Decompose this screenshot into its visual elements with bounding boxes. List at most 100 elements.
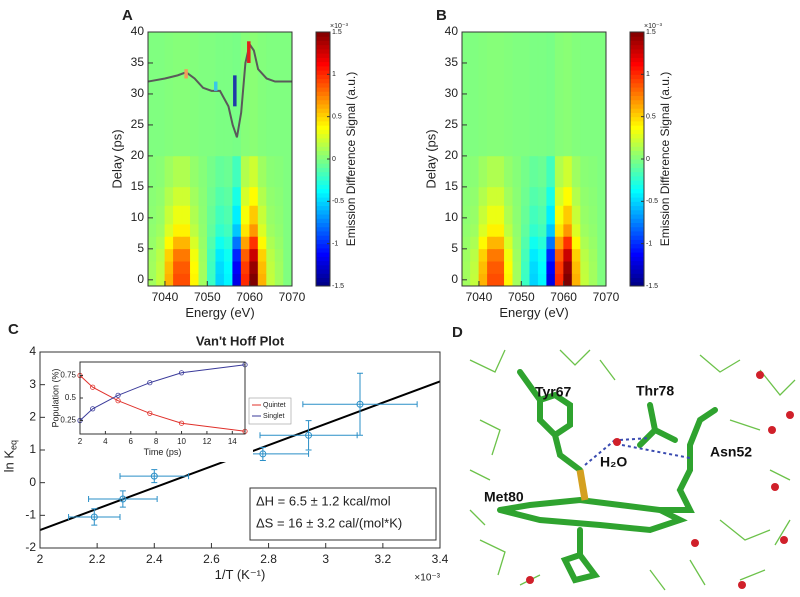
- x-error-bar: [119, 473, 190, 480]
- colorbar-step: [316, 252, 330, 257]
- colorbar-step: [316, 53, 330, 58]
- heatmap-cell: [206, 248, 217, 262]
- heatmap-cell: [478, 248, 488, 262]
- data-point: [356, 400, 364, 408]
- heatmap-cell: [580, 205, 590, 225]
- y-tick-label: 10: [445, 210, 459, 224]
- heatmap-cell: [198, 186, 208, 206]
- heatmap-cell: [190, 155, 200, 188]
- heatmap-cell: [554, 31, 564, 157]
- heatmap-cell: [274, 155, 284, 188]
- colorbar-step: [630, 184, 644, 190]
- colorbar-step: [316, 205, 330, 211]
- heatmap-cell: [580, 236, 590, 250]
- heatmap-cell: [461, 205, 471, 225]
- heatmap-cell: [512, 205, 522, 225]
- heatmap-cell: [232, 186, 242, 206]
- heatmap-cell: [257, 205, 267, 225]
- x-tick-label: 2.6: [203, 552, 220, 566]
- colorbar-step: [630, 53, 644, 58]
- heatmap-cell: [554, 205, 564, 225]
- x-axis-label: Time (ps): [144, 447, 182, 457]
- colorbar-tick-label: 1.5: [332, 29, 342, 36]
- x-error-bar: [68, 513, 121, 520]
- heatmap-cell: [580, 260, 590, 274]
- colorbar-step: [630, 222, 644, 228]
- x-tick-label: 8: [154, 437, 159, 446]
- data-point: [259, 450, 267, 458]
- residue-label: Asn52: [710, 444, 752, 460]
- series-point: [115, 398, 121, 404]
- heatmap-cell: [274, 205, 284, 225]
- colorbar-step: [630, 44, 644, 50]
- heatmap-cell: [597, 248, 607, 262]
- colorbar-step: [630, 167, 644, 173]
- colorbar-step: [630, 116, 644, 122]
- heatmap-cell: [588, 260, 598, 274]
- colorbar-step: [630, 175, 644, 181]
- heatmap-cell: [147, 248, 157, 262]
- colorbar-step: [316, 32, 330, 37]
- heatmap-cell: [173, 31, 183, 157]
- y-tick-label: 5: [451, 241, 458, 255]
- x-tick-label: 3.2: [375, 552, 392, 566]
- colorbar-step: [630, 133, 644, 139]
- heatmap-cell: [190, 248, 200, 262]
- heatmap-cell: [546, 186, 556, 206]
- heatmap-cell: [190, 273, 200, 287]
- heatmap-cell: [478, 260, 488, 274]
- heatmap-cell: [580, 273, 590, 287]
- heatmap-cell: [147, 236, 157, 250]
- heatmap-cell: [495, 186, 505, 206]
- heatmap-cell: [198, 236, 208, 250]
- heatmap-cell: [232, 155, 242, 188]
- colorbar-step: [316, 40, 330, 46]
- colorbar-step: [630, 112, 644, 118]
- x-tick-label: 2.8: [260, 552, 277, 566]
- heatmap-cell: [156, 236, 166, 250]
- colorbar-step: [316, 103, 330, 109]
- heatmap-cell: [156, 273, 166, 287]
- x-axis-label: 1/T (K⁻¹): [215, 567, 266, 582]
- heatmap-cell: [215, 186, 225, 206]
- data-point: [119, 495, 127, 503]
- heatmap-cell: [537, 236, 548, 250]
- heatmap-cell: [164, 260, 174, 274]
- colorbar-step: [630, 87, 644, 92]
- legend-label: Singlet: [263, 413, 284, 420]
- heatmap-cell: [597, 273, 607, 287]
- heatmap-cell: [520, 223, 531, 237]
- heatmap-cell: [181, 223, 191, 237]
- y-tick-label: 20: [445, 148, 459, 162]
- series-point: [178, 420, 185, 426]
- heatmap-cell: [283, 248, 293, 262]
- colorbar-step: [316, 171, 330, 177]
- heatmap-cell: [580, 186, 590, 206]
- heatmap-cell: [571, 260, 581, 274]
- colorbar-step: [630, 226, 644, 232]
- colorbar-step: [630, 142, 644, 147]
- hydrogen-bonds: [584, 437, 691, 466]
- heatmap-cell: [257, 31, 267, 157]
- y-tick-label: 5: [137, 241, 144, 255]
- heatmap-cell: [232, 248, 242, 262]
- heatmap-cell: [478, 273, 488, 287]
- heatmap-cell: [283, 155, 293, 188]
- heatmap-cell: [274, 223, 284, 237]
- colorbar-step: [630, 235, 644, 240]
- heatmap-cell: [215, 223, 225, 237]
- colorbar-scale-label: ×10⁻³: [330, 23, 349, 30]
- heatmap-cell: [206, 31, 217, 157]
- colorbar-step: [316, 239, 330, 245]
- heatmap-cell: [529, 273, 539, 287]
- heatmap-cell: [283, 223, 293, 237]
- heatmap-cell: [206, 273, 217, 287]
- heatmap-cell: [274, 186, 284, 206]
- heatmap-cell: [520, 205, 531, 225]
- heatmap-cell: [173, 236, 183, 250]
- x-tick-label: 7040: [466, 290, 493, 304]
- heatmap-cell: [537, 223, 548, 237]
- colorbar-step: [316, 264, 330, 270]
- heatmap-cell: [240, 186, 250, 206]
